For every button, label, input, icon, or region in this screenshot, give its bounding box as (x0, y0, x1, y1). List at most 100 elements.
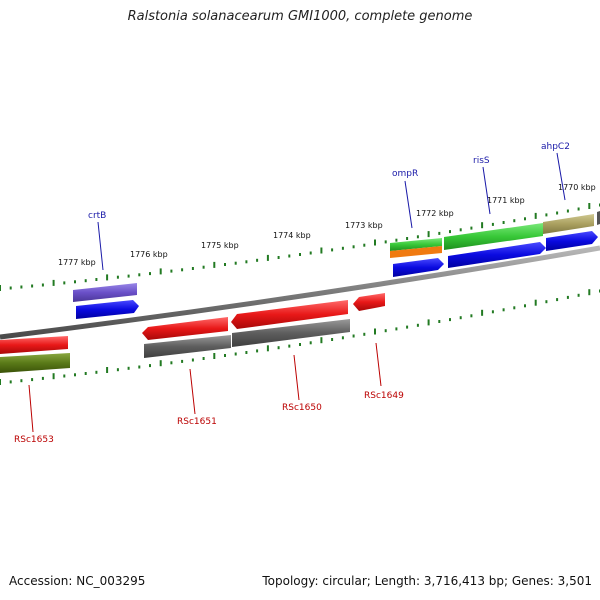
minor-tick (245, 260, 248, 264)
minor-tick (138, 365, 141, 369)
minor-tick (170, 361, 173, 365)
minor-tick (234, 352, 237, 356)
minor-tick (352, 245, 355, 249)
minor-tick (341, 336, 344, 340)
major-tick (588, 289, 591, 296)
major-tick (374, 328, 376, 335)
gene-risS[interactable] (444, 223, 546, 268)
minor-tick (224, 263, 226, 266)
minor-tick (416, 235, 419, 239)
minor-tick (41, 283, 44, 287)
gene-crtB[interactable] (73, 283, 139, 319)
major-tick (427, 231, 430, 238)
minor-tick (524, 217, 526, 221)
major-tick (320, 337, 323, 344)
minor-tick (181, 268, 184, 272)
gene-label-ahpC2[interactable]: ahpC2 (541, 142, 570, 152)
ompR-leader (404, 180, 413, 229)
gene-label-ompR[interactable]: ompR (392, 169, 418, 179)
gene-ompR[interactable] (390, 238, 444, 277)
accession-text: Accession: NC_003295 (9, 574, 146, 588)
minor-tick (491, 310, 494, 314)
lower-scale-track (0, 289, 600, 385)
minor-tick (438, 231, 441, 235)
major-tick (534, 212, 537, 219)
minor-tick (95, 370, 98, 374)
gene-label-RSc1649[interactable]: RSc1649 (364, 391, 404, 401)
minor-tick (127, 274, 130, 278)
minor-tick (341, 246, 344, 250)
scale-label-1775: 1775 kbp (201, 241, 239, 250)
gene-RSc1649[interactable] (353, 293, 385, 311)
minor-tick (556, 298, 559, 302)
minor-tick (31, 284, 34, 288)
major-tick (374, 239, 376, 246)
minor-tick (224, 354, 226, 357)
minor-tick (577, 293, 580, 297)
minor-tick (299, 343, 301, 346)
minor-tick (116, 275, 119, 279)
minor-tick (459, 316, 462, 320)
minor-tick (545, 213, 548, 217)
minor-tick (566, 209, 569, 213)
gene-RSc1650[interactable] (231, 300, 350, 347)
minor-tick (20, 285, 23, 289)
gene-RSc1651[interactable] (142, 317, 231, 358)
minor-tick (449, 318, 451, 322)
minor-tick (63, 281, 66, 285)
major-tick (159, 360, 162, 367)
crtB-leader (97, 221, 104, 271)
minor-tick (277, 346, 280, 350)
minor-tick (352, 334, 355, 338)
minor-tick (138, 273, 141, 277)
minor-tick (502, 221, 505, 224)
minor-tick (470, 226, 473, 230)
minor-tick (395, 327, 398, 331)
gene-label-risS[interactable]: risS (473, 156, 490, 166)
minor-tick (170, 269, 173, 273)
gene-label-RSc1653[interactable]: RSc1653 (14, 435, 54, 445)
minor-tick (384, 240, 387, 244)
map-title: Ralstonia solanacearum GMI1000, complete… (127, 9, 473, 24)
minor-tick (577, 207, 580, 211)
minor-tick (459, 228, 462, 232)
minor-tick (149, 272, 151, 276)
scale-label-1770: 1770 kbp (558, 183, 596, 192)
minor-tick (438, 320, 441, 323)
major-tick (213, 353, 216, 359)
minor-tick (395, 238, 398, 242)
minor-tick (63, 374, 66, 378)
minor-tick (95, 278, 98, 281)
minor-tick (191, 358, 194, 362)
gene-label-RSc1651[interactable]: RSc1651 (177, 417, 217, 427)
minor-tick (545, 300, 548, 304)
minor-tick (384, 329, 387, 333)
minor-tick (288, 344, 291, 348)
genome-backbone (0, 245, 600, 340)
gene-label-crtB[interactable]: crtB (88, 211, 106, 221)
minor-tick (202, 265, 205, 269)
gene-RSc1653[interactable] (0, 336, 70, 373)
minor-tick (234, 261, 237, 265)
scale-label-1772: 1772 kbp (416, 209, 454, 218)
gene-ahpC2[interactable] (543, 211, 600, 251)
minor-tick (149, 364, 151, 368)
minor-tick (502, 308, 505, 312)
minor-tick (256, 349, 259, 353)
minor-tick (331, 248, 334, 252)
genome-summary-text: Topology: circular; Length: 3,716,413 bp… (262, 574, 592, 588)
minor-tick (524, 304, 526, 308)
major-tick (481, 309, 484, 316)
major-tick (588, 203, 591, 209)
gene-label-RSc1650[interactable]: RSc1650 (282, 403, 322, 413)
minor-tick (41, 376, 44, 380)
minor-tick (491, 222, 494, 226)
major-tick (481, 222, 484, 229)
minor-tick (202, 357, 205, 360)
minor-tick (84, 372, 87, 375)
RSc1653-leader (28, 384, 34, 433)
minor-tick (513, 219, 516, 223)
minor-tick (20, 379, 23, 383)
